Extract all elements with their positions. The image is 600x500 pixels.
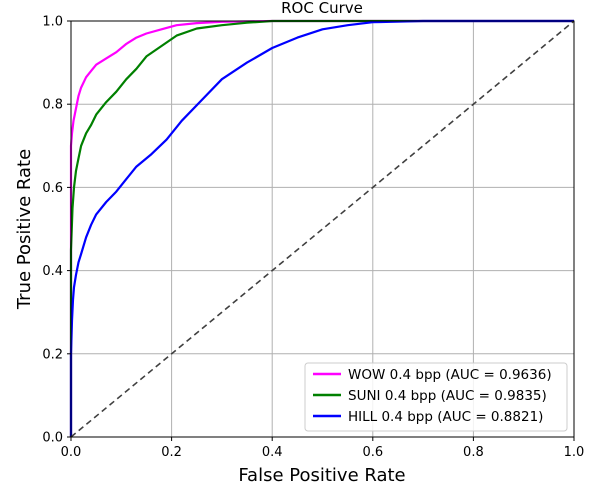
y-tick-label: 0.8 — [42, 98, 63, 113]
y-axis-label: True Positive Rate — [14, 149, 35, 310]
roc-series-line — [69, 19, 574, 437]
x-tick-label: 0.8 — [463, 445, 484, 460]
y-tick-label: 0.2 — [42, 347, 63, 362]
chance-diagonal-line — [70, 20, 575, 438]
legend-label: HILL 0.4 bpp (AUC = 0.8821) — [348, 409, 543, 425]
x-tick-label: 0.0 — [61, 445, 82, 460]
x-tick-label: 0.4 — [262, 445, 283, 460]
legend-box — [304, 362, 568, 432]
x-axis-label: False Positive Rate — [238, 465, 405, 486]
series-lines — [69, 19, 575, 438]
x-tick-label: 1.0 — [564, 445, 585, 460]
roc-series-line — [69, 19, 574, 437]
plot-frame — [70, 20, 575, 438]
legend-label: WOW 0.4 bpp (AUC = 0.9636) — [348, 367, 552, 383]
y-tick-label: 0.4 — [42, 264, 63, 279]
x-tick-label: 0.2 — [161, 445, 182, 460]
legend: WOW 0.4 bpp (AUC = 0.9636) SUNI 0.4 bpp (… — [304, 362, 568, 432]
x-tick-label: 0.6 — [362, 445, 383, 460]
chart-title: ROC Curve — [281, 0, 363, 17]
y-tick-label: 1.0 — [42, 15, 63, 30]
y-tick-label: 0.0 — [42, 431, 63, 446]
roc-series-line — [69, 19, 574, 437]
axis-ticks: 0.0 0.2 0.4 0.6 0.8 1.0 0.0 0.2 0.4 0.6 0.8 1.0 — [42, 15, 584, 461]
y-tick-label: 0.6 — [42, 181, 63, 196]
legend-label: SUNI 0.4 bpp (AUC = 0.9835) — [348, 388, 547, 404]
